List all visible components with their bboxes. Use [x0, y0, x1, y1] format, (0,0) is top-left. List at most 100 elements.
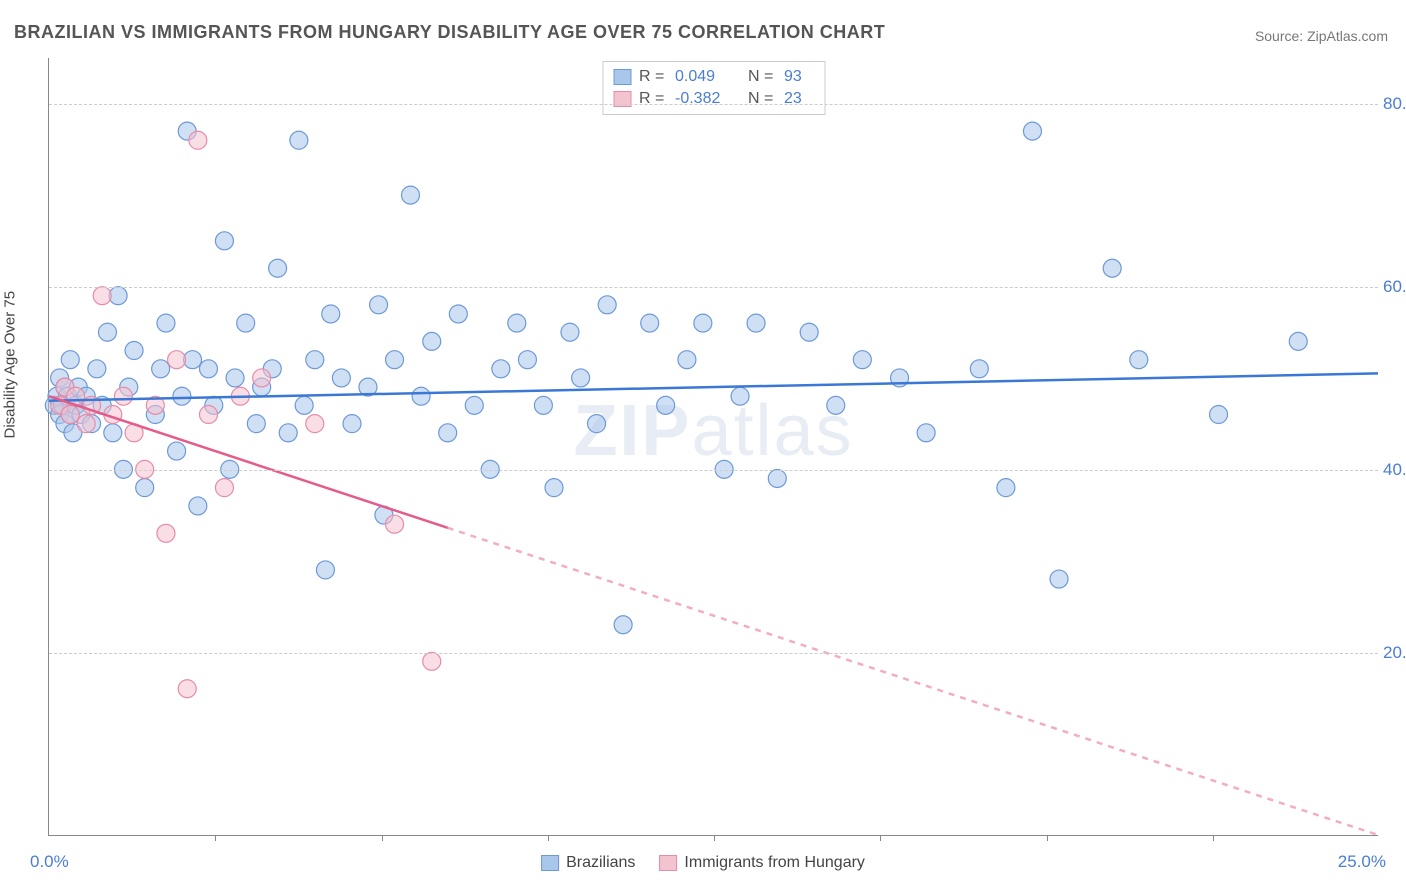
data-point	[157, 314, 175, 332]
data-point	[853, 351, 871, 369]
data-point	[168, 351, 186, 369]
legend-swatch	[659, 855, 677, 871]
gridline	[49, 653, 1378, 654]
data-point	[109, 287, 127, 305]
data-point	[215, 232, 233, 250]
legend-swatch	[541, 855, 559, 871]
data-point	[508, 314, 526, 332]
gridline	[49, 287, 1378, 288]
data-point	[1023, 122, 1041, 140]
data-point	[189, 497, 207, 515]
gridline	[49, 104, 1378, 105]
data-point	[279, 424, 297, 442]
data-point	[114, 387, 132, 405]
data-point	[104, 424, 122, 442]
legend-swatch	[613, 69, 631, 85]
data-point	[561, 323, 579, 341]
y-tick-label: 40.0%	[1383, 460, 1406, 480]
data-point	[98, 323, 116, 341]
data-point	[572, 369, 590, 387]
data-point	[295, 396, 313, 414]
legend-N-value: 93	[784, 68, 814, 86]
data-point	[237, 314, 255, 332]
data-point	[747, 314, 765, 332]
data-point	[199, 406, 217, 424]
y-tick-label: 20.0%	[1383, 643, 1406, 663]
y-axis-label: Disability Age Over 75	[2, 291, 19, 439]
data-point	[917, 424, 935, 442]
legend-N-label: N =	[748, 90, 776, 108]
data-point	[226, 369, 244, 387]
data-point	[1103, 259, 1121, 277]
y-tick-label: 60.0%	[1383, 277, 1406, 297]
data-point	[800, 323, 818, 341]
legend-item: Brazilians	[541, 854, 635, 872]
x-axis-min-label: 0.0%	[30, 852, 69, 872]
data-point	[641, 314, 659, 332]
source-credit: Source: ZipAtlas.com	[1255, 28, 1388, 44]
data-point	[678, 351, 696, 369]
data-point	[423, 332, 441, 350]
data-point	[423, 652, 441, 670]
series-legend: Brazilians Immigrants from Hungary	[533, 854, 873, 872]
data-point	[1289, 332, 1307, 350]
trend-line-extrapolated	[448, 528, 1378, 835]
data-point	[827, 396, 845, 414]
data-point	[534, 396, 552, 414]
data-point	[247, 415, 265, 433]
data-point	[588, 415, 606, 433]
legend-N-label: N =	[748, 68, 776, 86]
data-point	[657, 396, 675, 414]
data-point	[997, 479, 1015, 497]
x-tick-mark	[548, 835, 549, 841]
legend-R-label: R =	[639, 68, 667, 86]
data-point	[465, 396, 483, 414]
legend-row: R =0.049N =93	[613, 66, 814, 88]
legend-item-label: Immigrants from Hungary	[684, 854, 865, 872]
data-point	[269, 259, 287, 277]
x-tick-mark	[215, 835, 216, 841]
x-tick-mark	[880, 835, 881, 841]
chart-title: BRAZILIAN VS IMMIGRANTS FROM HUNGARY DIS…	[14, 22, 885, 43]
x-tick-mark	[382, 835, 383, 841]
data-point	[93, 287, 111, 305]
data-point	[61, 351, 79, 369]
data-point	[492, 360, 510, 378]
data-point	[332, 369, 350, 387]
legend-R-label: R =	[639, 90, 667, 108]
data-point	[598, 296, 616, 314]
x-tick-mark	[714, 835, 715, 841]
data-point	[88, 360, 106, 378]
y-tick-label: 80.0%	[1383, 94, 1406, 114]
legend-row: R =-0.382N =23	[613, 88, 814, 110]
plot-svg	[49, 58, 1378, 835]
data-point	[290, 131, 308, 149]
legend-item: Immigrants from Hungary	[659, 854, 865, 872]
data-point	[386, 351, 404, 369]
data-point	[306, 351, 324, 369]
data-point	[125, 342, 143, 360]
data-point	[316, 561, 334, 579]
data-point	[449, 305, 467, 323]
data-point	[1210, 406, 1228, 424]
data-point	[215, 479, 233, 497]
data-point	[1050, 570, 1068, 588]
data-point	[518, 351, 536, 369]
data-point	[136, 479, 154, 497]
data-point	[545, 479, 563, 497]
data-point	[157, 524, 175, 542]
trend-line	[49, 396, 448, 528]
data-point	[970, 360, 988, 378]
data-point	[178, 680, 196, 698]
data-point	[694, 314, 712, 332]
plot-area: ZIPatlas R =0.049N =93R =-0.382N =23 20.…	[48, 58, 1378, 836]
data-point	[386, 515, 404, 533]
data-point	[370, 296, 388, 314]
legend-N-value: 23	[784, 90, 814, 108]
x-tick-mark	[1213, 835, 1214, 841]
x-axis-max-label: 25.0%	[1338, 852, 1386, 872]
data-point	[731, 387, 749, 405]
data-point	[253, 369, 271, 387]
data-point	[168, 442, 186, 460]
gridline	[49, 470, 1378, 471]
